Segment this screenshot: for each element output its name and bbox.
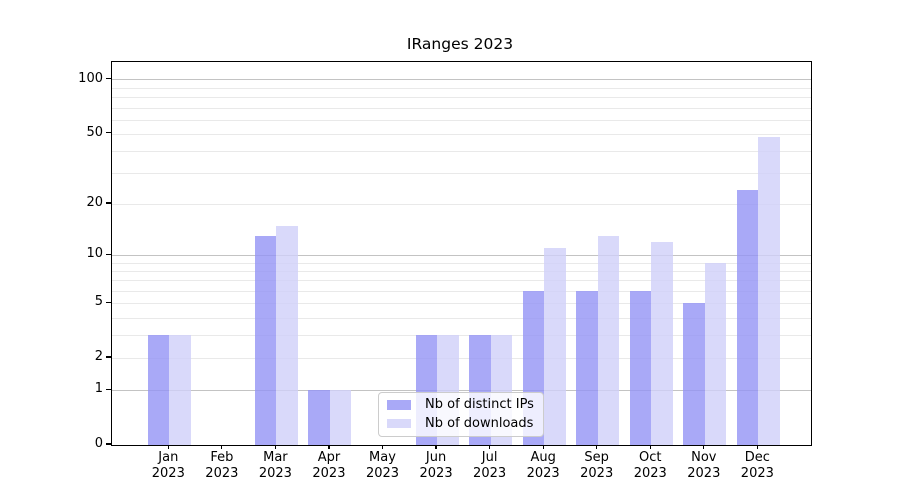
x-tick-mark [489, 444, 491, 449]
x-tick-label: Aug 2023 [526, 450, 560, 481]
x-tick-label: Nov 2023 [687, 450, 721, 481]
gridline-minor [111, 290, 811, 292]
x-tick-label: May 2023 [365, 450, 400, 481]
x-tick-mark [542, 444, 544, 449]
gridline-minor [111, 303, 811, 305]
gridline-major [111, 389, 811, 391]
x-tick-mark [221, 444, 223, 449]
bar-distinct-ips [576, 290, 598, 445]
y-tick-mark [106, 443, 111, 445]
gridline-minor [111, 271, 811, 273]
plot-area [110, 60, 812, 446]
y-tick-label: 100 [78, 70, 103, 86]
y-tick-mark [106, 132, 111, 134]
bar-downloads [758, 136, 780, 445]
bar-distinct-ips [629, 290, 652, 445]
gridline-major [111, 254, 811, 256]
legend-label: Nb of distinct IPs [425, 397, 534, 413]
y-tick-mark [106, 202, 111, 204]
bar-distinct-ips [736, 190, 759, 445]
y-tick-mark [106, 78, 111, 80]
gridline-major [111, 79, 811, 81]
x-tick-label: Jul 2023 [473, 450, 507, 481]
y-tick-mark [106, 356, 111, 358]
y-tick-label: 2 [94, 349, 103, 365]
x-tick-label: Jun 2023 [419, 450, 453, 481]
x-tick-label: Jan 2023 [151, 450, 185, 481]
legend-swatch-downloads [387, 418, 411, 428]
gridline-minor [111, 133, 811, 135]
x-tick-label: Dec 2023 [740, 450, 774, 481]
y-tick-label: 10 [86, 246, 103, 262]
gridline-minor [111, 119, 811, 121]
bar-downloads [544, 248, 566, 445]
bar-downloads [704, 262, 727, 445]
x-tick-label: Mar 2023 [258, 450, 292, 481]
x-tick-mark [596, 444, 598, 449]
legend-entry-distinct-ips: Nb of distinct IPs [387, 396, 535, 415]
legend-swatch-distinct-ips [387, 400, 411, 410]
bar-distinct-ips [254, 236, 277, 445]
x-tick-mark [756, 444, 758, 449]
y-tick-label: 5 [94, 294, 103, 310]
x-tick-mark [381, 444, 384, 449]
gridline-minor [111, 151, 811, 152]
bar-downloads [597, 236, 620, 445]
y-tick-mark [106, 301, 111, 303]
x-tick-label: Apr 2023 [312, 450, 346, 481]
chart-title: IRanges 2023 [406, 35, 514, 53]
y-tick-label: 50 [86, 124, 103, 140]
x-tick-mark [703, 444, 705, 449]
bar-downloads [329, 390, 352, 445]
legend-label: Nb of downloads [425, 415, 534, 431]
x-tick-mark [649, 444, 651, 449]
legend: Nb of distinct IPs Nb of downloads [378, 391, 544, 437]
gridline-minor [111, 107, 811, 109]
x-tick-label: Feb 2023 [205, 450, 239, 481]
y-tick-label: 0 [94, 436, 103, 451]
x-tick-label: Oct 2023 [633, 450, 667, 481]
gridline-minor [111, 358, 811, 360]
y-tick-label: 1 [94, 381, 103, 397]
gridline-minor [111, 203, 811, 205]
y-tick-mark [106, 388, 111, 390]
gridline-minor [111, 173, 811, 175]
gridline-minor [111, 97, 811, 99]
bar-distinct-ips [147, 335, 170, 445]
y-tick-label: 20 [86, 194, 103, 210]
x-tick-mark [328, 444, 330, 449]
x-tick-mark [274, 444, 276, 449]
bar-distinct-ips [683, 303, 705, 445]
gridline-minor [111, 87, 811, 89]
bar-downloads [169, 335, 191, 445]
legend-entry-downloads: Nb of downloads [387, 414, 535, 433]
gridline-minor [111, 280, 811, 282]
y-tick-mark [106, 253, 111, 255]
bar-distinct-ips [308, 390, 330, 445]
bar-downloads [276, 225, 298, 445]
x-tick-label: Sep 2023 [580, 450, 614, 481]
gridline-minor [111, 317, 811, 319]
gridline-minor [111, 335, 811, 337]
gridline-minor [111, 262, 811, 264]
x-tick-mark [167, 444, 169, 449]
bar-downloads [651, 241, 673, 445]
x-tick-mark [435, 444, 437, 449]
